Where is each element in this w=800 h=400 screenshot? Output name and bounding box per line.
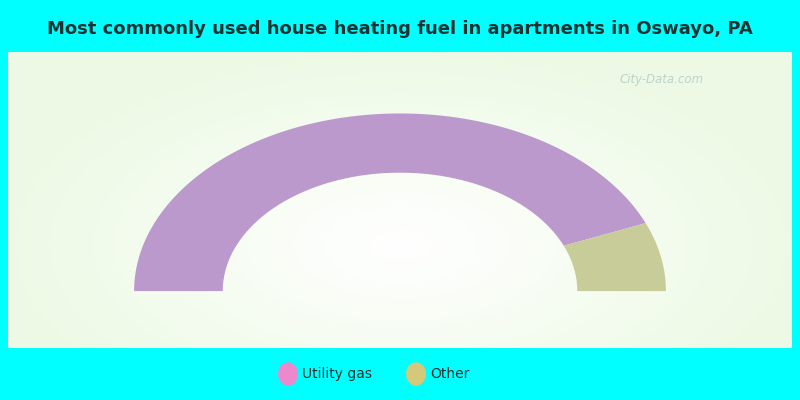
Text: Utility gas: Utility gas xyxy=(302,367,372,381)
Text: Other: Other xyxy=(430,367,470,381)
Text: City-Data.com: City-Data.com xyxy=(619,73,704,86)
Ellipse shape xyxy=(406,362,426,386)
Ellipse shape xyxy=(278,362,298,386)
Text: Most commonly used house heating fuel in apartments in Oswayo, PA: Most commonly used house heating fuel in… xyxy=(47,20,753,38)
Polygon shape xyxy=(564,223,666,291)
Polygon shape xyxy=(134,114,646,291)
